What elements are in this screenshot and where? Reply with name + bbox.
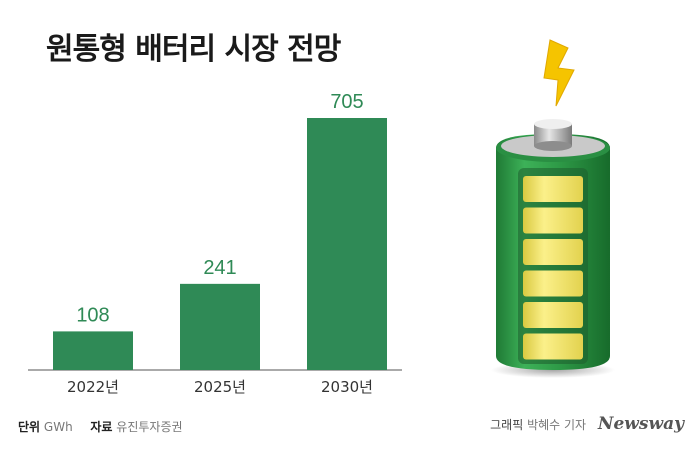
bar-chart: 108 2022년 241 2025년 705 2030년 <box>28 91 402 396</box>
newsway-logo: Newsway <box>597 414 684 434</box>
battery-cell <box>523 302 583 328</box>
chart-footer-left: 단위 GWh 자료 유진투자증권 <box>18 418 183 435</box>
chart-title: 원통형 배터리 시장 전망 <box>46 32 341 67</box>
unit-label: 단위 <box>18 420 41 434</box>
battery-cell <box>523 239 583 265</box>
source-label: 자료 <box>90 420 113 434</box>
battery-cell <box>523 270 583 297</box>
battery-cell <box>523 333 583 360</box>
bar-value-label: 108 <box>76 304 109 326</box>
x-tick-label: 2025년 <box>194 378 246 396</box>
bar-value-label: 705 <box>330 91 363 113</box>
chart-footer-right: 그래픽 박혜수 기자 Newsway <box>490 414 684 434</box>
unit-value: GWh <box>43 420 73 434</box>
bar-2030년 <box>307 118 387 370</box>
battery-cell <box>523 207 583 234</box>
source-value: 유진투자증권 <box>116 420 183 434</box>
bar-2022년 <box>53 331 133 370</box>
x-tick-label: 2030년 <box>321 378 373 396</box>
x-tick-label: 2022년 <box>67 378 119 396</box>
credit-value: 박혜수 기자 <box>527 418 587 432</box>
battery-icon <box>491 39 615 378</box>
lightning-bolt-icon <box>543 39 575 107</box>
bar-2025년 <box>180 283 260 370</box>
bar-value-label: 241 <box>203 257 236 279</box>
credit-label: 그래픽 <box>490 418 524 432</box>
battery-cell <box>523 176 583 202</box>
